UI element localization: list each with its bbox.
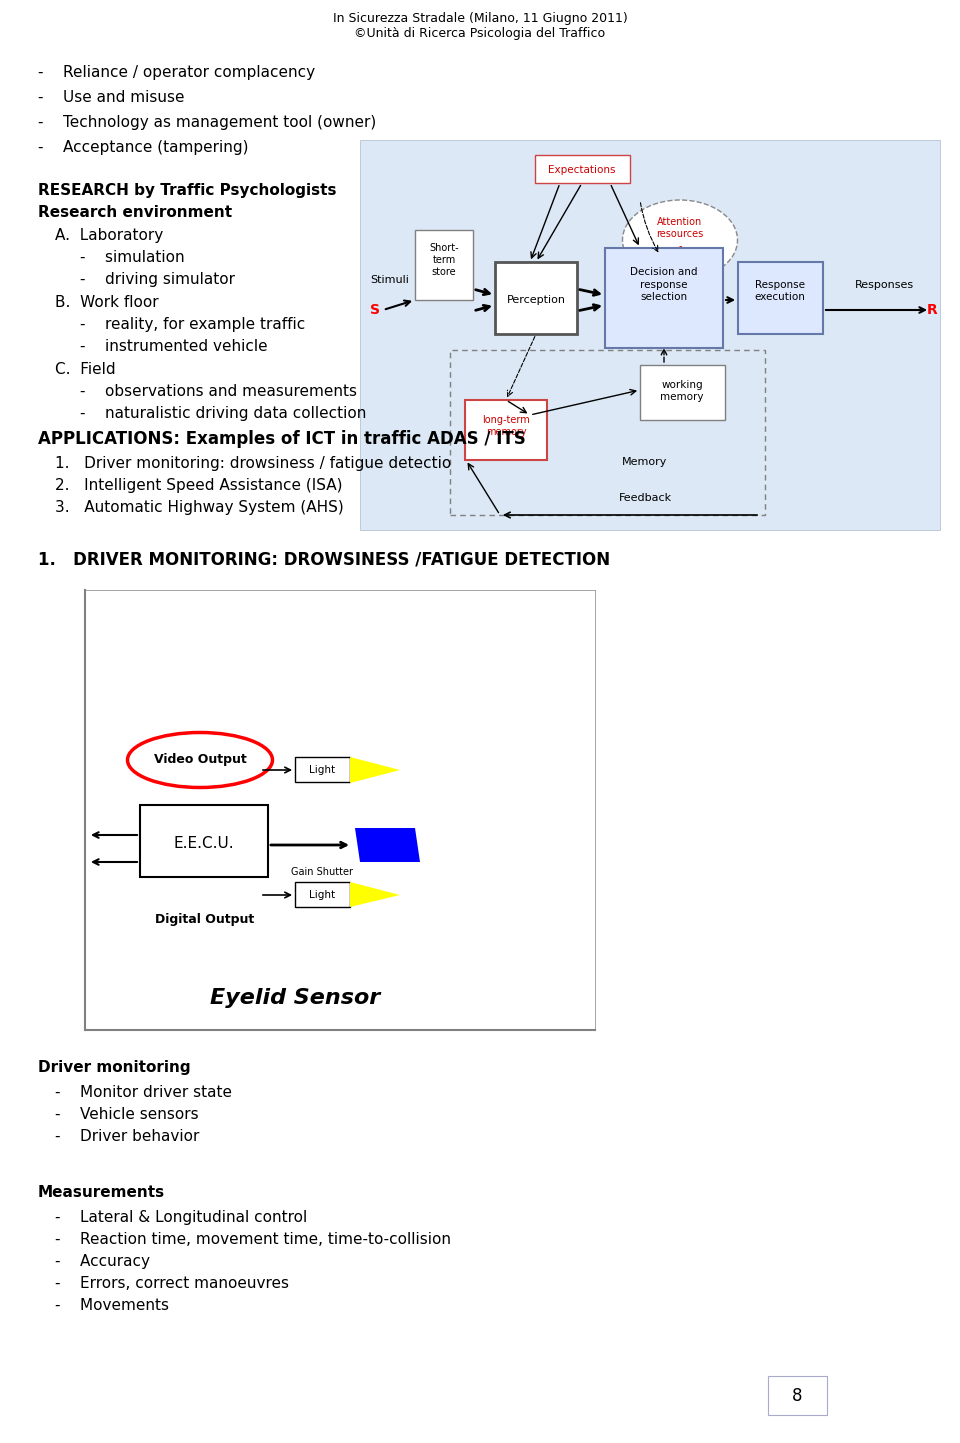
- Text: C.  Field: C. Field: [55, 362, 115, 377]
- FancyBboxPatch shape: [140, 805, 268, 877]
- Polygon shape: [355, 828, 420, 861]
- FancyBboxPatch shape: [360, 140, 940, 530]
- Text: A.  Laboratory: A. Laboratory: [55, 228, 163, 242]
- FancyBboxPatch shape: [415, 229, 473, 300]
- Text: Memory: Memory: [622, 457, 668, 468]
- Text: store: store: [432, 267, 456, 277]
- Text: Digital Output: Digital Output: [155, 913, 254, 926]
- Text: Research environment: Research environment: [38, 205, 232, 219]
- Text: term: term: [432, 255, 456, 266]
- Text: -    Reliance / operator complacency: - Reliance / operator complacency: [38, 65, 315, 79]
- Text: Light: Light: [309, 890, 335, 900]
- Text: Expectations: Expectations: [548, 165, 615, 175]
- Bar: [450, 351, 765, 515]
- Text: memory: memory: [486, 427, 526, 437]
- Text: -    Accuracy: - Accuracy: [55, 1254, 150, 1268]
- Text: -    simulation: - simulation: [80, 250, 184, 266]
- Text: 1.   DRIVER MONITORING: DROWSINESS /FATIGUE DETECTION: 1. DRIVER MONITORING: DROWSINESS /FATIGU…: [38, 550, 611, 569]
- Text: Attention: Attention: [658, 216, 703, 227]
- Text: -    Lateral & Longitudinal control: - Lateral & Longitudinal control: [55, 1211, 307, 1225]
- Text: 3.   Automatic Highway System (AHS): 3. Automatic Highway System (AHS): [55, 501, 344, 515]
- Text: Eyelid Sensor: Eyelid Sensor: [210, 988, 380, 1009]
- Text: 1.   Driver monitoring: drowsiness / fatigue detectio: 1. Driver monitoring: drowsiness / fatig…: [55, 456, 451, 470]
- FancyBboxPatch shape: [605, 248, 723, 348]
- FancyBboxPatch shape: [640, 365, 725, 420]
- Text: Short-: Short-: [429, 242, 459, 253]
- Text: -    Reaction time, movement time, time-to-collision: - Reaction time, movement time, time-to-…: [55, 1232, 451, 1247]
- FancyBboxPatch shape: [738, 263, 823, 333]
- Text: response: response: [640, 280, 687, 290]
- Text: In Sicurezza Stradale (Milano, 11 Giugno 2011): In Sicurezza Stradale (Milano, 11 Giugno…: [332, 12, 628, 25]
- Ellipse shape: [622, 201, 737, 280]
- Text: -    Monitor driver state: - Monitor driver state: [55, 1085, 232, 1100]
- Text: -    Acceptance (tampering): - Acceptance (tampering): [38, 140, 249, 154]
- Text: Decision and: Decision and: [631, 267, 698, 277]
- Text: memory: memory: [660, 392, 704, 403]
- Text: -    Driver behavior: - Driver behavior: [55, 1128, 200, 1144]
- Text: -    driving simulator: - driving simulator: [80, 271, 235, 287]
- FancyBboxPatch shape: [495, 263, 577, 333]
- Text: -    reality, for example traffic: - reality, for example traffic: [80, 317, 305, 332]
- Text: -    Movements: - Movements: [55, 1299, 169, 1313]
- Text: -    Vehicle sensors: - Vehicle sensors: [55, 1107, 199, 1123]
- Text: E.E.C.U.: E.E.C.U.: [174, 835, 234, 850]
- Text: Light: Light: [309, 765, 335, 775]
- Text: Response: Response: [755, 280, 805, 290]
- FancyBboxPatch shape: [295, 758, 350, 782]
- Text: -    instrumented vehicle: - instrumented vehicle: [80, 339, 268, 354]
- Text: execution: execution: [755, 291, 805, 302]
- Text: B.  Work floor: B. Work floor: [55, 294, 158, 310]
- Text: selection: selection: [640, 291, 687, 302]
- Ellipse shape: [128, 733, 273, 788]
- Text: working: working: [661, 380, 703, 390]
- Polygon shape: [350, 758, 400, 784]
- Text: 2.   Intelligent Speed Assistance (ISA): 2. Intelligent Speed Assistance (ISA): [55, 478, 343, 494]
- Text: -    Technology as management tool (owner): - Technology as management tool (owner): [38, 115, 376, 130]
- FancyBboxPatch shape: [465, 400, 547, 460]
- Text: S: S: [370, 303, 380, 317]
- Text: -    naturalistic driving data collection: - naturalistic driving data collection: [80, 405, 367, 421]
- Text: Stimuli: Stimuli: [371, 276, 409, 286]
- Polygon shape: [350, 882, 400, 908]
- Text: ©Unità di Ricerca Psicologia del Traffico: ©Unità di Ricerca Psicologia del Traffic…: [354, 27, 606, 40]
- Text: long-term: long-term: [482, 416, 530, 426]
- Text: Responses: Responses: [855, 280, 914, 290]
- Text: R: R: [926, 303, 937, 317]
- Text: -    Errors, correct manoeuvres: - Errors, correct manoeuvres: [55, 1276, 289, 1291]
- Text: Measurements: Measurements: [38, 1185, 165, 1201]
- Text: RESEARCH by Traffic Psychologists: RESEARCH by Traffic Psychologists: [38, 183, 337, 198]
- FancyBboxPatch shape: [295, 882, 350, 908]
- Text: -    observations and measurements: - observations and measurements: [80, 384, 357, 400]
- Text: Feedback: Feedback: [618, 494, 672, 504]
- Text: 8: 8: [792, 1387, 803, 1405]
- Text: Video Output: Video Output: [154, 753, 247, 766]
- FancyBboxPatch shape: [768, 1377, 827, 1416]
- Text: Driver monitoring: Driver monitoring: [38, 1061, 191, 1075]
- Text: -: -: [679, 241, 682, 251]
- Text: APPLICATIONS: Examples of ICT in traffic ADAS / ITS: APPLICATIONS: Examples of ICT in traffic…: [38, 430, 526, 447]
- Text: resources: resources: [657, 229, 704, 240]
- Text: -    Use and misuse: - Use and misuse: [38, 89, 184, 105]
- Text: Perception: Perception: [507, 294, 565, 304]
- FancyBboxPatch shape: [535, 154, 630, 183]
- Text: Gain Shutter: Gain Shutter: [291, 867, 353, 877]
